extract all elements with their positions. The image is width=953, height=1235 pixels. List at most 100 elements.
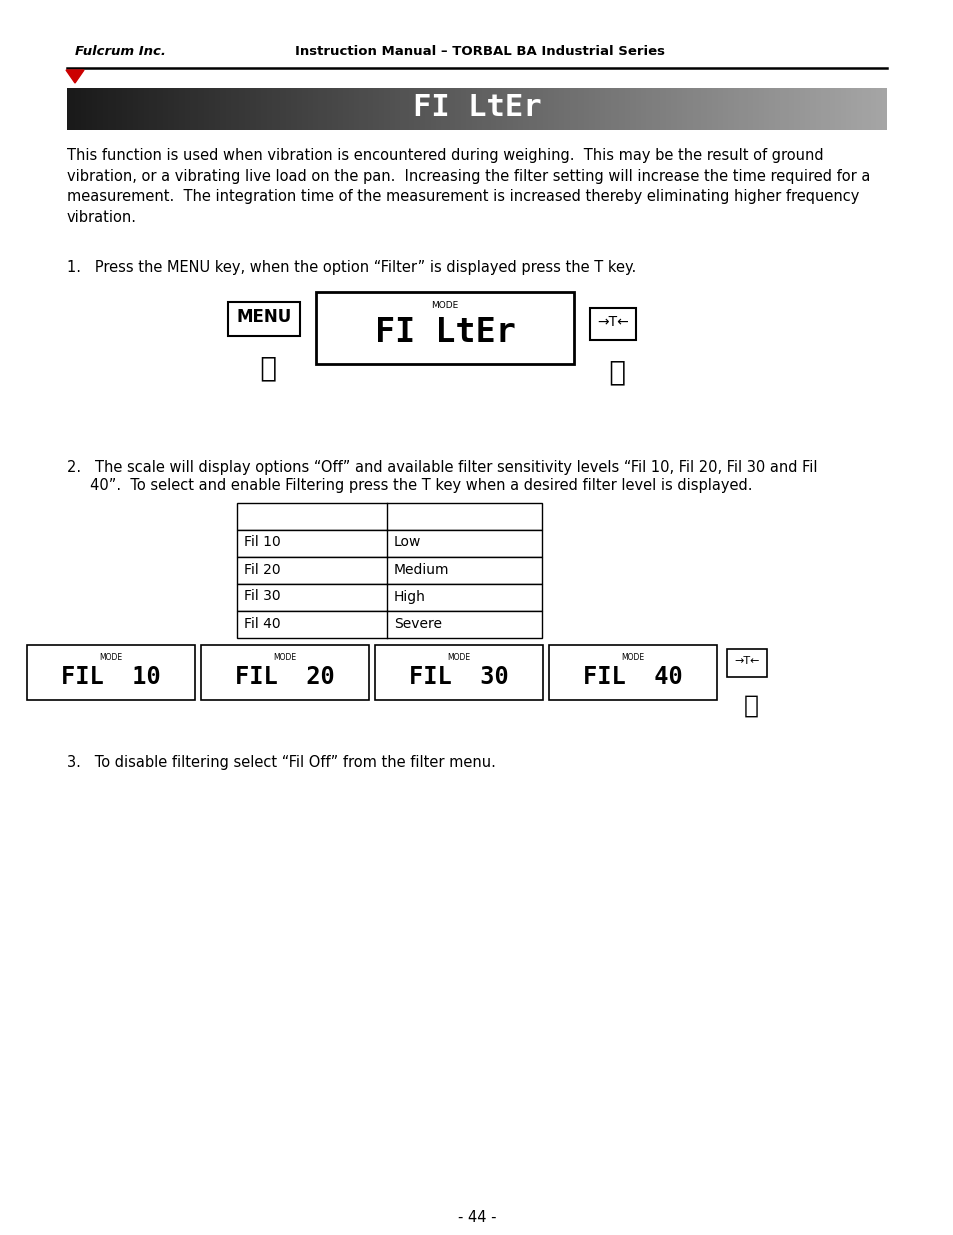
Bar [132,88,135,130]
Text: 👆: 👆 [606,358,622,387]
Bar [414,88,416,130]
Bar [351,88,354,130]
Bar [747,88,750,130]
Bar [198,88,201,130]
Bar [840,88,842,130]
Bar [78,88,81,130]
Bar [124,88,127,130]
Bar [449,88,452,130]
Bar [539,88,542,130]
Bar [796,88,799,130]
Bar [277,88,280,130]
Bar [657,88,659,130]
Bar [591,88,594,130]
Bar [190,88,193,130]
Bar [709,88,711,130]
Bar [804,88,807,130]
Bar [733,88,736,130]
Bar [441,88,444,130]
Bar [195,88,198,130]
Bar [395,88,397,130]
Bar [881,88,883,130]
Bar [233,88,236,130]
Bar [531,88,534,130]
Bar [468,88,471,130]
Bar [466,88,468,130]
Bar [272,88,274,130]
Text: FI LtEr: FI LtEr [375,315,515,348]
Bar [485,88,487,130]
Bar [214,88,217,130]
Bar [236,503,541,530]
Text: FIL  10: FIL 10 [61,666,161,689]
Bar [427,88,430,130]
Bar [455,88,457,130]
Bar [515,88,517,130]
Bar [766,88,769,130]
Bar [157,88,160,130]
Bar [220,88,223,130]
Bar [348,88,351,130]
Bar [127,88,130,130]
Bar [397,88,400,130]
Bar [457,88,460,130]
Bar [381,88,384,130]
Bar [610,88,613,130]
Bar [815,88,818,130]
Bar [337,88,340,130]
Bar [646,88,649,130]
Text: vibration.: vibration. [67,210,137,225]
Bar [179,88,182,130]
Bar [373,88,375,130]
Bar [105,88,108,130]
Bar [586,88,588,130]
Bar [81,88,83,130]
Bar [826,88,829,130]
Bar [173,88,176,130]
Bar [302,88,304,130]
Bar [722,88,725,130]
Bar [534,88,537,130]
Bar [714,88,717,130]
Bar [640,88,643,130]
Bar [679,88,681,130]
Text: Low: Low [394,536,421,550]
Bar [608,88,610,130]
Text: High: High [394,589,425,604]
Text: Instruction Manual – TORBAL BA Industrial Series: Instruction Manual – TORBAL BA Industria… [294,44,664,58]
Bar [638,88,640,130]
Text: FIL  20: FIL 20 [234,666,335,689]
Bar [91,88,94,130]
Bar [659,88,662,130]
Bar [504,88,507,130]
Bar [146,88,149,130]
Bar [711,88,714,130]
Bar [810,88,812,130]
Bar [605,88,608,130]
Bar [89,88,91,130]
Bar [523,88,526,130]
Bar [739,88,741,130]
Bar [673,88,676,130]
Bar [621,88,624,130]
Bar [872,88,875,130]
Bar [632,88,635,130]
Bar [823,88,826,130]
Bar [842,88,845,130]
Bar [294,88,296,130]
Bar [752,88,755,130]
Bar [392,88,395,130]
Bar [834,88,837,130]
Bar [242,88,244,130]
Bar [496,88,498,130]
Bar [138,88,141,130]
Bar [264,88,266,130]
Bar [588,88,591,130]
Bar [176,88,179,130]
Bar [575,88,578,130]
Bar [446,88,449,130]
Bar [389,88,392,130]
Polygon shape [66,70,84,83]
Bar [247,88,250,130]
Bar [717,88,720,130]
